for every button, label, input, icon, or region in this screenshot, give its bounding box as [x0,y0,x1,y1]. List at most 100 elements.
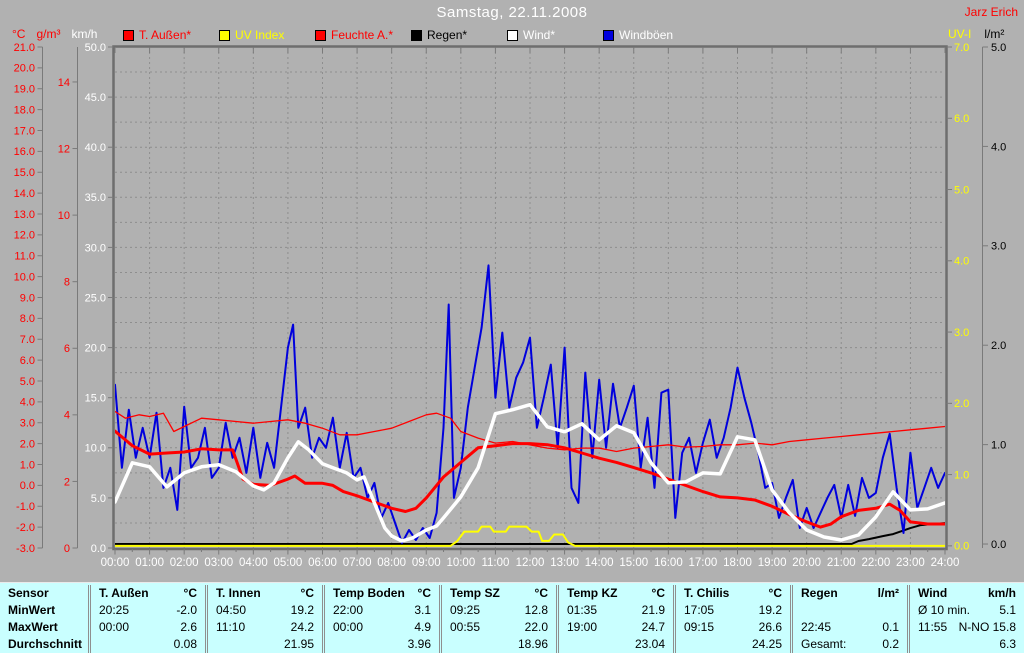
axis-tick-label-temp_c: 16.0 [14,146,35,158]
x-axis-label: 07:00 [343,557,372,569]
stats-max-value: 26.6 [758,620,782,634]
stats-avg-row: 24.25 [676,636,790,653]
axis-tick-label-uv: 1.0 [954,469,969,481]
axis-tick-label-temp_c: 3.0 [20,418,35,430]
stats-sensor-name: Temp Boden [333,586,405,600]
stats-min-value: 19.2 [290,603,314,617]
x-axis-label: 23:00 [896,557,925,569]
stats-header: Regen l/m² [793,585,907,602]
axis-tick-label-km_h: 25.0 [85,292,106,304]
axis-tick-label-temp_c: 8.0 [20,313,35,325]
stats-avg-row: 23.04 [559,636,673,653]
stats-min-row: 09:25 12.8 [442,602,556,619]
stats-row-label-minwert: MinWert [8,603,56,617]
stats-sensor-unit: °C [183,586,197,600]
x-axis-label: 19:00 [758,557,787,569]
axis-tick-label-temp_c: 15.0 [14,167,35,179]
stats-avg-row: Gesamt: 0.2 [793,636,907,653]
axis-tick-label-temp_c: 7.0 [20,334,35,346]
stats-sensor-unit: °C [768,586,782,600]
axis-unit-label-c: °C [12,27,26,41]
stats-sensor-name: T. Außen [99,586,149,600]
stats-header: Wind km/h [910,585,1024,602]
axis-tick-label-temp_c: 13.0 [14,209,35,221]
axis-unit-label-g-m: g/m³ [36,27,61,41]
stats-min-value: 5.1 [999,603,1016,617]
axis-tick-label-temp_c: 10.0 [14,271,35,283]
x-axis-label: 11:00 [481,557,509,569]
axis-tick-label-uv: 7.0 [954,42,969,54]
stats-row-label-maxwert: MaxWert [8,620,58,634]
axis-tick-label-uv: 5.0 [954,184,969,196]
stats-avg-value: 0.2 [882,637,899,651]
axis-tick-label-temp_c: 14.0 [14,188,35,200]
stats-min-time: 22:00 [333,603,364,617]
stats-min-time: 09:25 [450,603,481,617]
stats-sensor-name: Wind [918,586,948,600]
stats-max-row: 00:55 22.0 [442,619,556,636]
x-axis-label: 08:00 [377,557,406,569]
stats-min-row: 22:00 3.1 [325,602,439,619]
stats-header: T. Innen °C [208,585,322,602]
axis-tick-label-temp_c: 0.0 [20,480,35,492]
axis-tick-label-km_h: 35.0 [85,192,106,204]
series-line-wind [115,402,945,543]
axis-tick-label-uv: 0.0 [954,541,969,553]
axis-tick-label-temp_c: 18.0 [14,104,35,116]
stats-sensor-name: Temp KZ [567,586,618,600]
stats-min-row [793,602,907,619]
axis-tick-label-km_h: 40.0 [85,142,106,154]
right-axis-units: UV-I l/m² [948,27,1004,41]
stats-max-time: 11:10 [216,620,246,634]
stats-header: Temp SZ °C [442,585,556,602]
stats-max-row: 11:55 N-NO 15.8 [910,619,1024,636]
stats-sensor-unit: °C [300,586,314,600]
stats-min-value: 21.9 [641,603,665,617]
x-axis-label: 09:00 [412,557,441,569]
axis-tick-label-temp_c: 4.0 [20,397,35,409]
stats-column-temp-boden: Temp Boden °C 22:00 3.1 00:00 4.9 3.96 [322,585,439,653]
axis-tick-label-l_m2: 1.0 [991,439,1006,451]
x-axis-label: 21:00 [827,557,856,569]
stats-column-t-chilis: T. Chilis °C 17:05 19.2 09:15 26.6 24.25 [673,585,790,653]
legend-label: Wind* [523,28,556,42]
axis-tick-label-temp_c: -3.0 [16,543,35,555]
stats-max-time: 11:55 [918,620,948,634]
legend-swatch-icon [603,29,614,41]
stats-max-time: 00:00 [99,620,130,634]
stats-max-time: 00:55 [450,620,481,634]
stats-min-value: 19.2 [758,603,782,617]
x-axis-label: 04:00 [239,557,268,569]
stats-header: Temp Boden °C [325,585,439,602]
axis-tick-label-km_h: 0.0 [91,543,106,555]
left-axis-units: °C g/m³ km/h [12,27,97,41]
stats-min-row: 17:05 19.2 [676,602,790,619]
axis-tick-label-temp_c: 17.0 [14,125,35,137]
axis-unit-label-l-m: l/m² [984,27,1005,41]
x-axis-label: 24:00 [931,557,960,569]
stats-sensor-unit: l/m² [877,586,899,600]
stats-max-row: 19:00 24.7 [559,619,673,636]
legend-label: Regen* [427,28,468,42]
stats-min-row: 04:50 19.2 [208,602,322,619]
legend-label: Windböen [619,28,674,42]
axis-tick-label-temp_c: 1.0 [20,459,35,471]
axis-tick-label-temp_c: 21.0 [14,42,35,54]
legend-label: UV Index [235,28,285,42]
axis-tick-label-g_m3: 2 [64,476,70,488]
axis-tick-label-km_h: 10.0 [85,443,106,455]
axis-tick-label-km_h: 15.0 [85,393,106,405]
stats-row-label-durchschnitt: Durchschnitt [8,637,83,651]
stats-sensor-unit: °C [651,586,665,600]
legend-item-wind: Wind* [507,28,603,42]
x-axis-label: 20:00 [792,557,821,569]
axis-tick-label-g_m3: 4 [64,410,70,422]
series-group [115,264,945,547]
axis-tick-label-temp_c: -1.0 [16,501,35,513]
stats-row-labels: Sensor MinWert MaxWert Durchschnitt [0,585,88,653]
stats-sensor-unit: km/h [987,586,1016,600]
stats-header: T. Chilis °C [676,585,790,602]
stats-max-value: 24.2 [290,620,314,634]
axis-tick-label-km_h: 5.0 [91,493,106,505]
x-axis-label: 12:00 [516,557,545,569]
